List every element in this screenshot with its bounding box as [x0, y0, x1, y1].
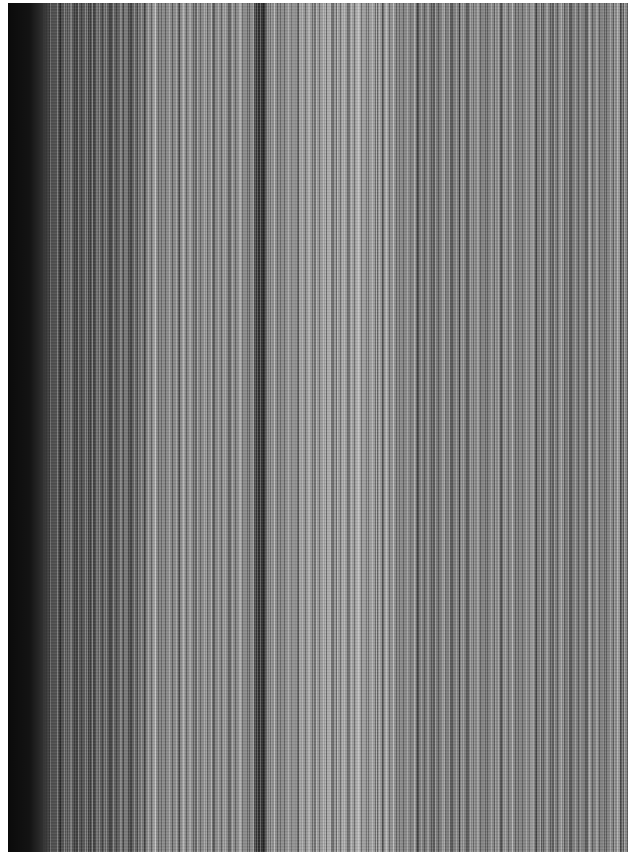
striped-noise-image	[8, 3, 628, 852]
